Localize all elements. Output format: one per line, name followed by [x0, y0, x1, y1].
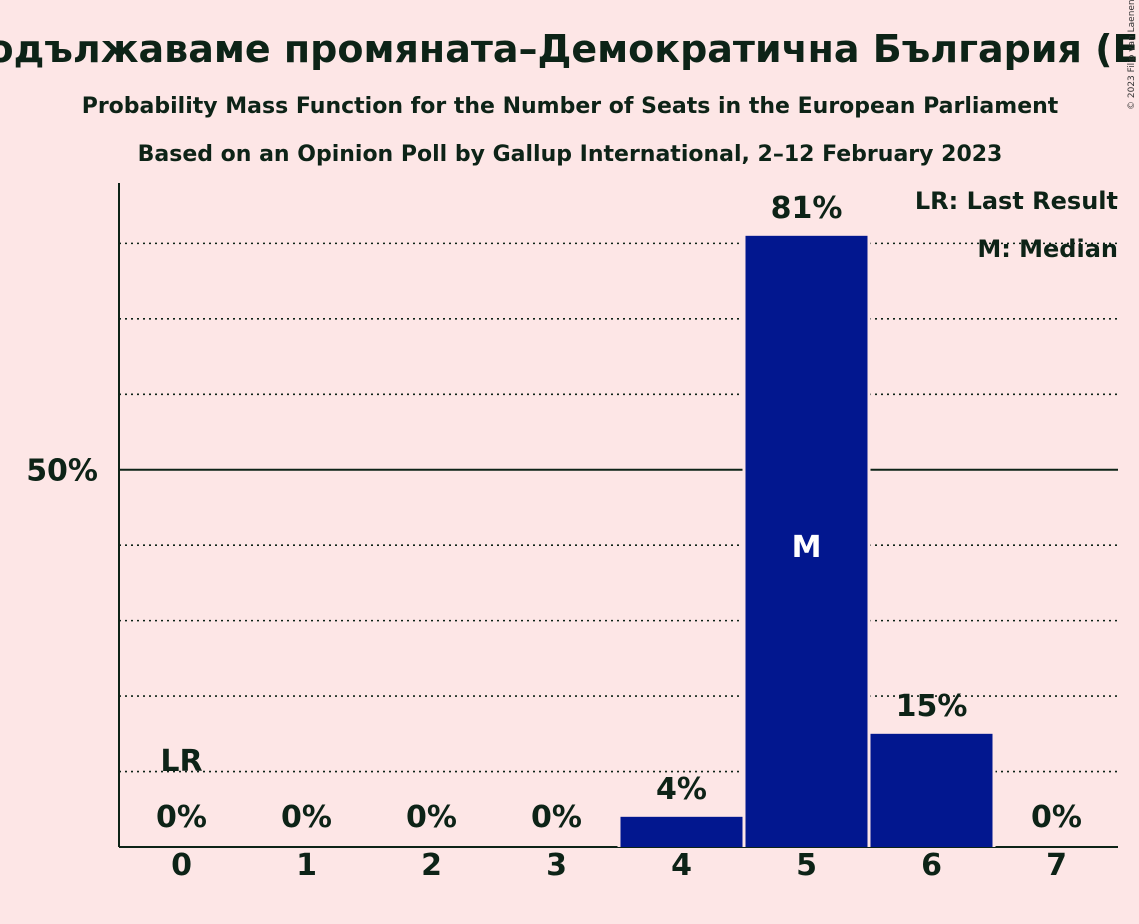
label-layer: 50% 0 0% LR 1 0% 2 0% 3 0% 4 4% 5 81% M 6 15% 7 0% — [26, 191, 1082, 883]
data-label: 15% — [896, 689, 968, 724]
data-label: 0% — [406, 800, 457, 835]
data-label: 0% — [531, 800, 582, 835]
legend-median: M: Median — [977, 235, 1118, 263]
data-label: 0% — [156, 800, 207, 835]
data-label: 0% — [1031, 800, 1082, 835]
x-tick-label: 2 — [421, 848, 442, 883]
x-tick-label: 0 — [171, 848, 192, 883]
x-tick-label: 1 — [296, 848, 317, 883]
median-marker: M — [792, 530, 822, 565]
bar-layer — [617, 232, 996, 847]
x-tick-label: 6 — [921, 848, 942, 883]
bar — [620, 816, 743, 847]
copyright: © 2023 Filip van Laenen — [1127, 0, 1137, 110]
x-tick-label: 5 — [796, 848, 817, 883]
x-tick-label: 4 — [671, 848, 692, 883]
poll-note: Based on an Opinion Poll by Gallup Inter… — [138, 142, 1003, 167]
last-result-marker: LR — [160, 744, 202, 779]
y-tick-label: 50% — [26, 454, 98, 489]
data-label: 0% — [281, 800, 332, 835]
data-label: 4% — [656, 772, 707, 807]
legend-last-result: LR: Last Result — [915, 187, 1118, 215]
x-tick-label: 7 — [1046, 848, 1067, 883]
x-tick-label: 3 — [546, 848, 567, 883]
bar — [745, 235, 868, 847]
chart-subtitle: Probability Mass Function for the Number… — [82, 94, 1059, 119]
bar — [870, 733, 993, 847]
chart-title: Продължаваме промяната–Демократична Бълг… — [0, 27, 1139, 71]
data-label: 81% — [771, 191, 843, 226]
